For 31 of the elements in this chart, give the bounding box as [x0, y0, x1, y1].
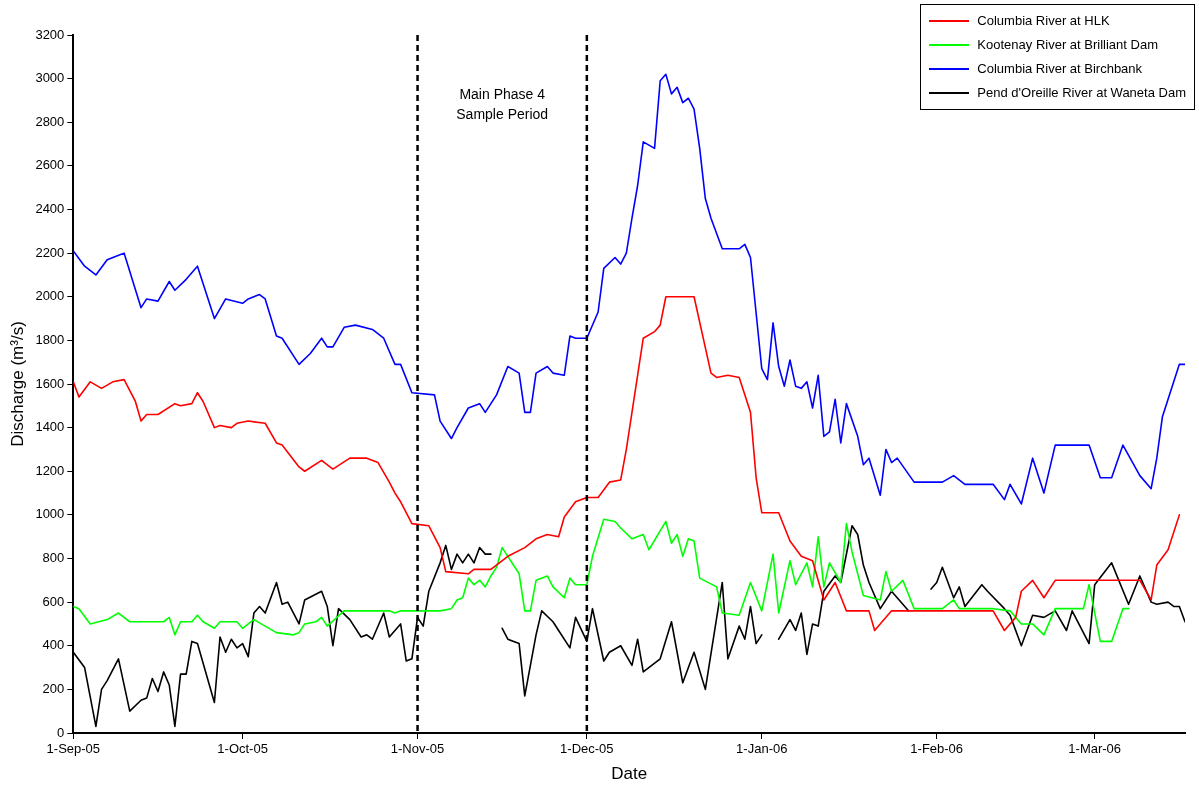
x-tick-label: 1-Sep-05: [46, 741, 101, 757]
x-tick-label: 1-Dec-05: [560, 741, 614, 757]
y-tick-label: 1400: [35, 419, 65, 435]
y-tick-label: 2400: [35, 201, 65, 217]
y-tick-label: 400: [42, 637, 65, 653]
legend-label: Columbia River at HLK: [977, 12, 1110, 30]
y-tick-label: 1200: [35, 462, 65, 478]
y-axis-title: Discharge (m³/s): [7, 321, 27, 447]
y-tick-label: 600: [42, 593, 65, 609]
y-tick-label: 2600: [35, 157, 65, 173]
x-tick-label: 1-Feb-06: [910, 741, 964, 757]
x-tick-label: 1-Nov-05: [390, 741, 445, 757]
x-tick-label: 1-Mar-06: [1068, 741, 1122, 757]
y-tick-label: 1600: [35, 375, 65, 391]
y-tick-label: 1000: [35, 506, 65, 522]
x-tick-label: 1-Jan-06: [736, 741, 788, 757]
y-tick-label: 800: [42, 550, 65, 566]
annotation: Main Phase 4 Sample Period: [456, 85, 549, 122]
y-tick-label: 0: [57, 724, 65, 740]
x-tick-label: 1-Oct-05: [217, 741, 268, 757]
y-tick-label: 2000: [35, 288, 65, 304]
y-tick-label: 200: [42, 680, 65, 696]
y-tick-label: 1800: [35, 331, 65, 347]
legend-label: Columbia River at Birchbank: [977, 60, 1143, 78]
y-tick-label: 2200: [35, 244, 65, 260]
x-axis-title: Date: [611, 764, 648, 784]
y-tick-label: 2800: [35, 113, 65, 129]
legend-label: Pend d'Oreille River at Waneta Dam: [977, 84, 1186, 102]
y-tick-label: 3200: [35, 26, 65, 42]
y-tick-label: 3000: [35, 70, 65, 86]
legend-label: Kootenay River at Brilliant Dam: [977, 36, 1158, 54]
